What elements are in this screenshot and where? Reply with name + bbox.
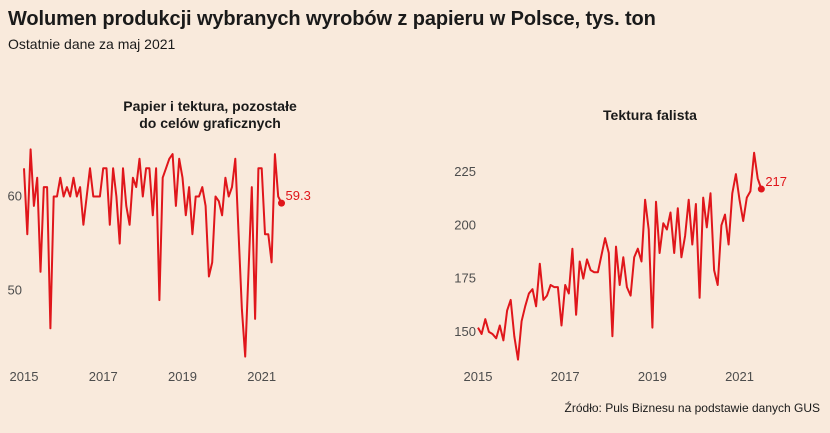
x-tick-label: 2021 — [725, 369, 754, 384]
chart-title: Wolumen produkcji wybranych wyrobów z pa… — [8, 8, 656, 30]
panel-title-line: Tektura falista — [603, 107, 697, 123]
last-point-marker — [278, 199, 285, 207]
y-tick-label: 50 — [8, 283, 22, 298]
y-tick-label: 225 — [454, 164, 476, 179]
series-line — [477, 151, 763, 361]
x-tick-label: 2019 — [638, 369, 667, 384]
panel-title-tektura: Tektura falista — [500, 107, 800, 124]
panel-title-line: Papier i tektura, pozostałe — [123, 98, 297, 114]
y-tick-label: 200 — [454, 217, 476, 232]
source-note: Źródło: Puls Biznesu na podstawie danych… — [564, 401, 820, 415]
panel-title-papier: Papier i tektura, pozostałe do celów gra… — [60, 98, 360, 132]
y-tick-label: 150 — [454, 324, 476, 339]
last-point-marker — [757, 185, 765, 193]
last-value-label: 217 — [765, 174, 787, 189]
x-tick-label: 2021 — [247, 369, 276, 384]
x-tick-label: 2015 — [464, 369, 493, 384]
panel-title-line: do celów graficznych — [139, 115, 281, 131]
x-tick-label: 2019 — [168, 369, 197, 384]
series-line — [23, 148, 283, 358]
last-value-label: 59.3 — [286, 188, 311, 203]
x-tick-label: 2017 — [89, 369, 118, 384]
chart-subtitle: Ostatnie dane za maj 2021 — [8, 36, 176, 52]
y-tick-label: 175 — [454, 271, 476, 286]
y-tick-label: 60 — [8, 189, 22, 204]
x-tick-label: 2015 — [10, 369, 39, 384]
x-tick-label: 2017 — [551, 369, 580, 384]
